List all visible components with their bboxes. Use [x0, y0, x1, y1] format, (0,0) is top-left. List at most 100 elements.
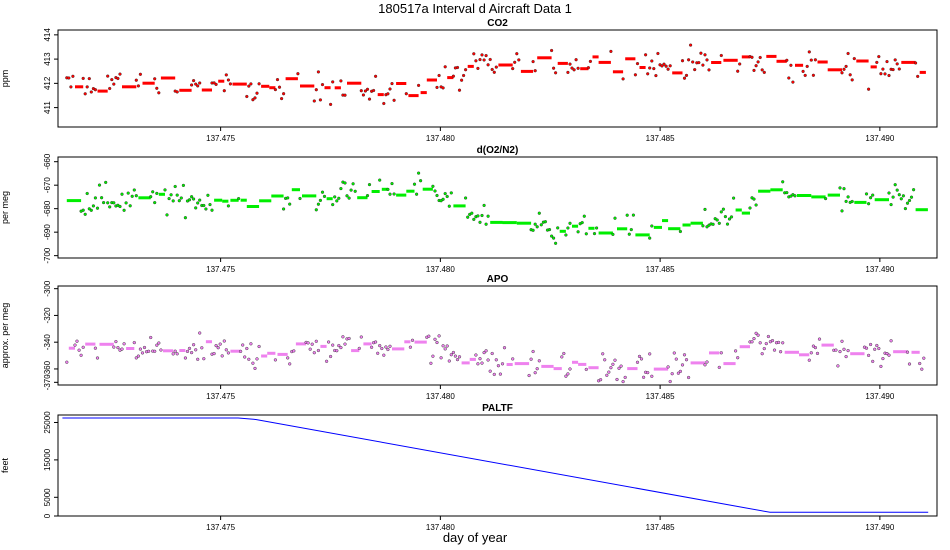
data-point	[490, 67, 494, 72]
data-point	[823, 197, 828, 201]
data-point	[136, 84, 140, 88]
data-point	[431, 354, 435, 358]
data-point	[901, 194, 905, 198]
y-tick-label: 412	[43, 76, 52, 90]
data-point	[895, 188, 899, 192]
data-point	[754, 331, 758, 335]
data-point	[515, 52, 519, 56]
data-point	[243, 355, 247, 359]
data-point	[480, 213, 484, 218]
data-point	[905, 201, 910, 205]
data-point	[476, 214, 480, 218]
data-point	[245, 94, 249, 99]
data-point	[733, 349, 738, 353]
data-point	[122, 342, 126, 346]
data-point	[621, 380, 625, 384]
data-point	[668, 64, 672, 68]
data-point	[707, 68, 711, 72]
data-point	[183, 216, 187, 220]
data-point	[112, 82, 116, 86]
data-point	[803, 73, 807, 77]
data-point	[345, 194, 349, 198]
data-point	[218, 342, 222, 346]
data-point	[750, 55, 754, 59]
data-point	[511, 66, 515, 71]
data-point	[292, 349, 296, 353]
data-point	[249, 342, 253, 346]
data-point	[801, 69, 805, 73]
x-tick-label: 137.480	[426, 392, 455, 401]
data-point	[128, 204, 132, 208]
data-point	[537, 359, 541, 363]
y-axis-label: ppm	[0, 70, 10, 88]
data-point	[873, 347, 877, 351]
data-point	[196, 201, 200, 205]
x-tick-label: 137.490	[865, 523, 894, 532]
data-point	[322, 194, 327, 198]
data-point	[378, 344, 382, 348]
data-point	[106, 74, 110, 78]
data-point	[181, 183, 185, 187]
data-point	[484, 53, 488, 58]
data-point	[149, 195, 153, 199]
y-tick-label: -680	[43, 200, 52, 217]
data-point	[756, 60, 760, 64]
data-point	[533, 222, 537, 226]
data-point	[126, 191, 130, 195]
data-point	[635, 61, 640, 66]
data-point	[253, 366, 257, 370]
data-point	[881, 67, 885, 71]
data-point	[840, 71, 844, 75]
data-point	[108, 205, 112, 209]
data-point	[69, 85, 73, 89]
data-point	[95, 206, 100, 210]
data-point	[648, 352, 652, 356]
data-point	[372, 88, 376, 93]
data-point	[224, 73, 228, 77]
data-point	[351, 182, 355, 186]
data-point	[382, 101, 386, 106]
y-tick-label: 0	[43, 513, 52, 518]
data-point	[511, 357, 515, 361]
data-point	[907, 362, 912, 366]
data-point	[462, 73, 466, 78]
data-point	[551, 236, 556, 240]
data-point	[529, 357, 533, 361]
data-point	[365, 87, 370, 91]
data-point	[451, 74, 455, 78]
data-point	[226, 78, 230, 82]
data-point	[435, 340, 439, 345]
data-point	[157, 341, 161, 345]
data-point	[887, 191, 891, 195]
x-tick-label: 137.485	[646, 523, 675, 532]
data-point	[101, 201, 106, 205]
data-point	[883, 72, 887, 76]
data-point	[282, 207, 286, 211]
data-point	[275, 77, 280, 82]
data-point	[791, 80, 795, 84]
data-point	[320, 190, 325, 194]
data-marks	[65, 331, 926, 384]
data-point	[594, 226, 599, 230]
data-point	[711, 222, 715, 226]
data-point	[866, 353, 871, 357]
data-point	[130, 194, 134, 198]
y-axis-label: feet	[0, 457, 10, 473]
data-point	[543, 220, 547, 224]
data-point	[466, 215, 470, 219]
data-point	[807, 50, 811, 54]
data-point	[286, 196, 290, 200]
data-point	[417, 171, 421, 175]
data-point	[370, 345, 374, 349]
data-point	[204, 207, 208, 211]
data-point	[488, 369, 492, 373]
data-point	[404, 92, 408, 96]
data-point	[155, 86, 159, 90]
data-point	[194, 82, 198, 86]
data-point	[494, 65, 498, 69]
data-point	[564, 374, 568, 378]
data-point	[566, 372, 570, 376]
x-tick-label: 137.480	[426, 265, 455, 274]
data-point	[198, 198, 202, 202]
panel-paltf: PALTF feet 137.475 137.480 137.485 137.490 0 50…	[0, 403, 938, 532]
